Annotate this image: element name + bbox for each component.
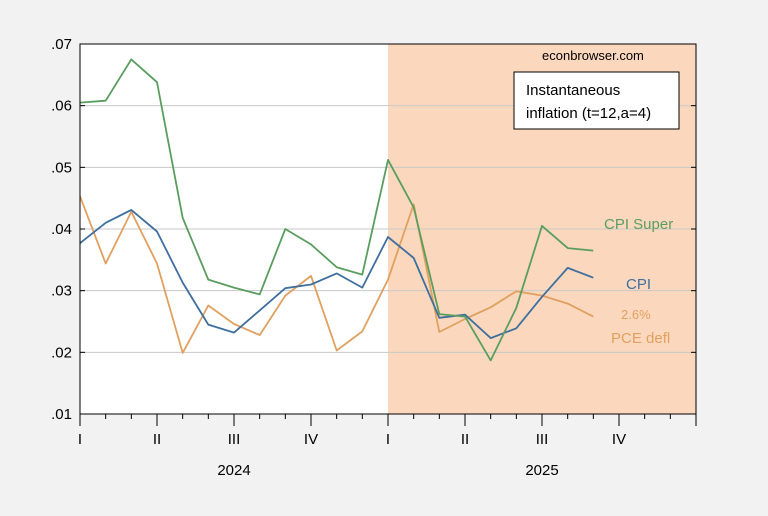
annotation-box [513,71,680,130]
x-year-label: 2025 [525,462,558,479]
series-label-cpi-super: CPI Super [604,216,673,233]
y-tick-label: .01 [51,406,72,423]
y-tick-label: .06 [51,98,72,115]
labels: econbrowser.com Instantaneous inflation … [513,48,680,347]
pce-end-annotation: 2.6% [621,307,651,322]
x-quarter-label: III [536,431,549,448]
x-year-label: 2024 [217,462,250,479]
watermark: econbrowser.com [542,48,644,63]
x-quarter-label: II [153,431,161,448]
y-tick-label: .05 [51,159,72,176]
series-line-cpi [79,208,594,340]
series-line-pce-defl [79,195,594,354]
series-label-cpi: CPI [626,276,651,293]
x-quarter-label: IV [304,431,318,448]
x-quarter-label: IV [612,431,626,448]
annotation-line-1: Instantaneous [526,82,620,99]
series-label-pce: PCE defl [611,330,670,347]
y-tick-label: .02 [51,344,72,361]
series-lines [79,58,594,362]
axes: .01.02.03.04.05.06.07I II III IV I II III IV202… [51,36,697,479]
y-tick-label: .04 [51,221,72,238]
y-tick-label: .07 [51,36,72,53]
y-tick-label: .03 [51,283,72,300]
x-quarter-label: III [228,431,241,448]
x-quarter-label: I [78,431,82,448]
series-line-cpi-super [79,58,594,362]
annotation-line-2: inflation (t=12,a=4) [526,105,651,122]
x-quarter-label: II [461,431,469,448]
x-quarter-label: I [386,431,390,448]
